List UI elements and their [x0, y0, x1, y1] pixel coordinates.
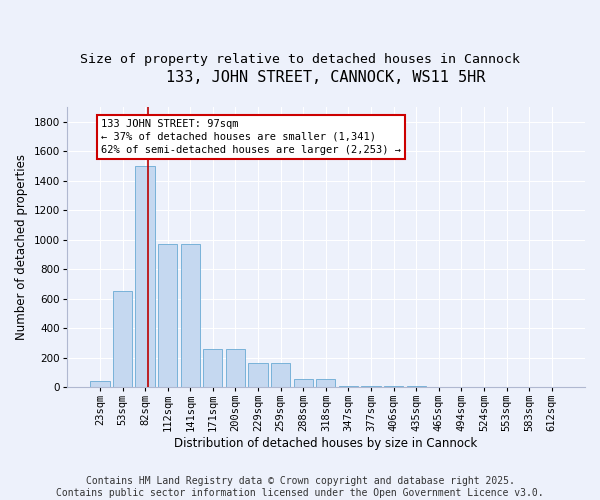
Y-axis label: Number of detached properties: Number of detached properties [15, 154, 28, 340]
Bar [91, 381, 110, 387]
Title: 133, JOHN STREET, CANNOCK, WS11 5HR: 133, JOHN STREET, CANNOCK, WS11 5HR [166, 70, 485, 85]
Bar [181, 244, 200, 387]
Bar [203, 348, 223, 387]
Bar [248, 364, 268, 387]
Bar [339, 386, 358, 387]
Bar [158, 244, 178, 387]
Text: Size of property relative to detached houses in Cannock: Size of property relative to detached ho… [80, 52, 520, 66]
Bar [384, 386, 403, 387]
Bar [407, 386, 426, 387]
X-axis label: Distribution of detached houses by size in Cannock: Distribution of detached houses by size … [174, 437, 478, 450]
Bar [361, 386, 380, 387]
Text: 133 JOHN STREET: 97sqm
← 37% of detached houses are smaller (1,341)
62% of semi-: 133 JOHN STREET: 97sqm ← 37% of detached… [101, 119, 401, 155]
Bar [136, 166, 155, 387]
Bar [271, 364, 290, 387]
Text: Contains HM Land Registry data © Crown copyright and database right 2025.
Contai: Contains HM Land Registry data © Crown c… [56, 476, 544, 498]
Bar [113, 291, 132, 387]
Bar [293, 379, 313, 387]
Bar [226, 348, 245, 387]
Bar [316, 379, 335, 387]
